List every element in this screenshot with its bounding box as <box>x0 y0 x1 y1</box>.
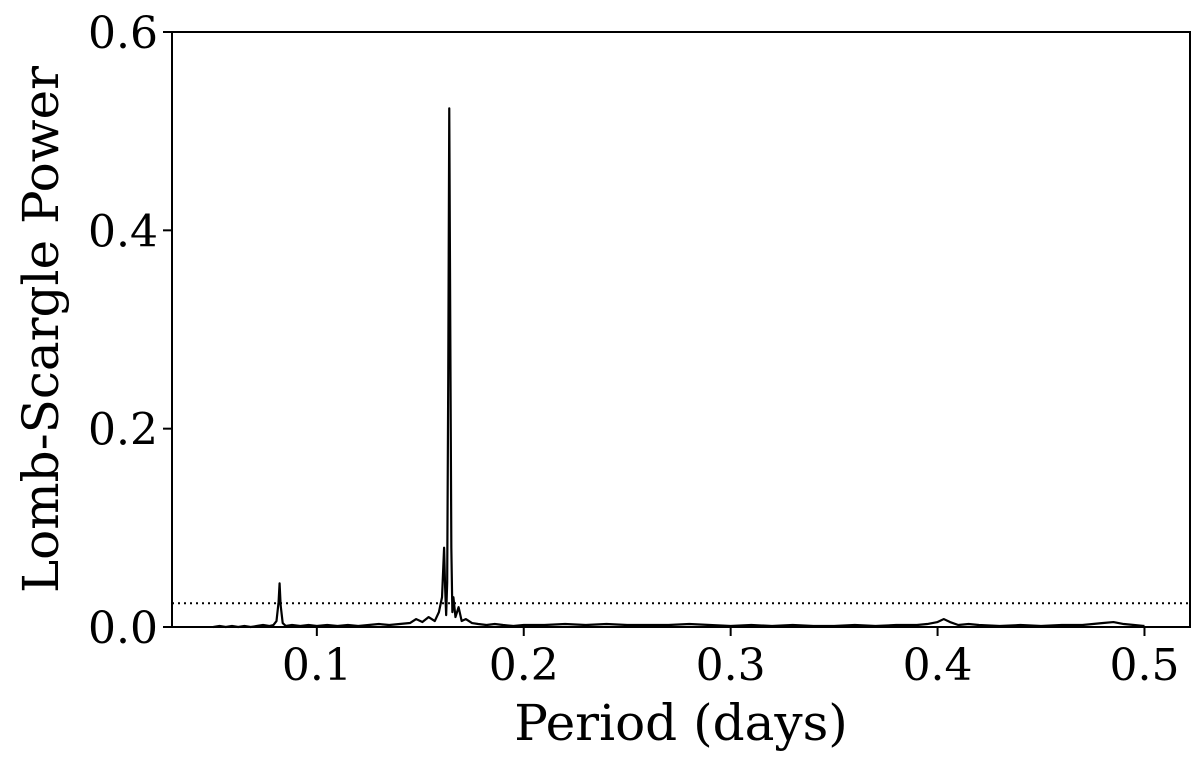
x-axis-label: Period (days) <box>514 694 848 752</box>
x-tick-label: 0.3 <box>696 640 766 691</box>
plot-area <box>172 107 1190 629</box>
y-tick-label: 0.6 <box>88 8 158 59</box>
y-tick-label: 0.4 <box>88 206 158 257</box>
y-tick-label: 0.2 <box>88 405 158 456</box>
plot-frame <box>171 31 1191 628</box>
x-tick-label: 0.4 <box>903 640 973 691</box>
axes: 0.1 0.2 0.3 0.4 0.5 0.0 0.2 0.4 0.6 <box>88 8 1191 691</box>
y-tick-label: 0.0 <box>88 603 158 654</box>
y-axis-label: Lomb-Scargle Power <box>12 66 70 593</box>
x-tick-label: 0.5 <box>1109 640 1179 691</box>
x-tick-label: 0.1 <box>282 640 352 691</box>
series-line-0 <box>213 107 1145 629</box>
x-tick-label: 0.2 <box>489 640 559 691</box>
